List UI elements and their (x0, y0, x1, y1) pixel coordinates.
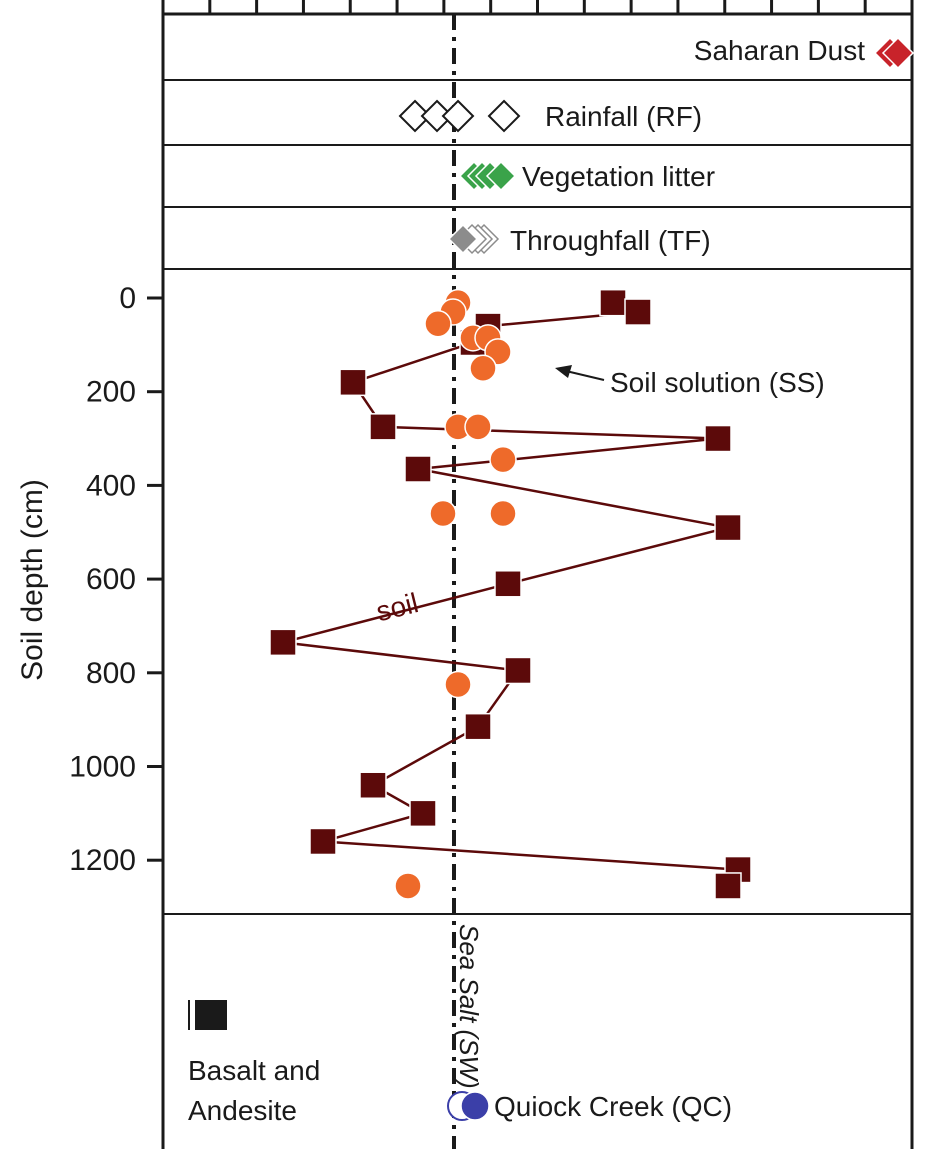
basalt-legend-marker (188, 1000, 227, 1030)
soil-solution-point (444, 670, 472, 699)
saharan-dust-label: Saharan Dust (694, 35, 865, 66)
y-axis-label: Soil depth (cm) (16, 479, 49, 681)
basalt-label-line-2: Andesite (188, 1095, 297, 1126)
soil-solution-point (469, 354, 497, 383)
soil-point (599, 288, 627, 317)
throughfall-label: Throughfall (TF) (510, 225, 711, 256)
rainfall-label: Rainfall (RF) (545, 101, 702, 132)
soil-point (494, 570, 522, 598)
saharan-dust-marker (881, 36, 915, 70)
top-axis-ticks (161, 0, 867, 14)
y-tick-label: 1200 (69, 844, 136, 877)
y-axis: 0 200 400 600 800 1000 1200 (69, 282, 163, 877)
soil-solution-arrow (555, 365, 605, 381)
y-tick-label: 0 (119, 282, 136, 315)
soil-solution-point (489, 445, 517, 474)
soil-point (359, 771, 387, 799)
soil-solution-label: Soil solution (SS) (610, 367, 825, 398)
y-tick-label: 600 (86, 563, 136, 596)
soil-solution-point (429, 499, 457, 528)
soil-point (504, 656, 532, 685)
soil-point (714, 872, 742, 900)
throughfall-markers (447, 223, 500, 255)
basalt-label-line-1: Basalt and (188, 1055, 320, 1086)
vegetation-litter-label: Vegetation litter (522, 161, 715, 192)
throughfall-marker (447, 223, 479, 255)
soil-point (404, 455, 432, 483)
saharan-dust-markers (873, 36, 915, 70)
quiock-creek-marker (447, 1091, 490, 1121)
quiock-creek-label: Quiock Creek (QC) (494, 1091, 732, 1122)
y-tick-label: 200 (86, 376, 136, 409)
rainfall-marker (398, 99, 432, 133)
soil-point (464, 712, 492, 741)
soil-point (409, 799, 437, 828)
soil-solution-point (489, 499, 517, 528)
rainfall-markers (398, 99, 521, 133)
soil-solution-series (394, 288, 517, 900)
sea-salt-label: Sea Salt (SW) (454, 924, 484, 1089)
soil-point (714, 513, 742, 542)
rainfall-marker (441, 99, 475, 133)
soil-solution-point (464, 413, 492, 441)
soil-point (704, 424, 732, 453)
soil-point (309, 827, 337, 856)
rainfall-marker (487, 99, 521, 133)
soil-annotation: soil (373, 587, 421, 627)
soil-point (339, 368, 367, 397)
y-tick-label: 1000 (69, 751, 136, 784)
soil-point (369, 413, 397, 441)
vegetation-litter-markers (458, 160, 517, 192)
soil-point (624, 298, 652, 326)
y-tick-label: 800 (86, 657, 136, 690)
soil-point (269, 628, 297, 657)
soil-solution-point (394, 872, 422, 900)
vegetation-litter-marker (485, 160, 517, 192)
y-tick-label: 400 (86, 469, 136, 502)
soil-solution-point (424, 310, 452, 338)
